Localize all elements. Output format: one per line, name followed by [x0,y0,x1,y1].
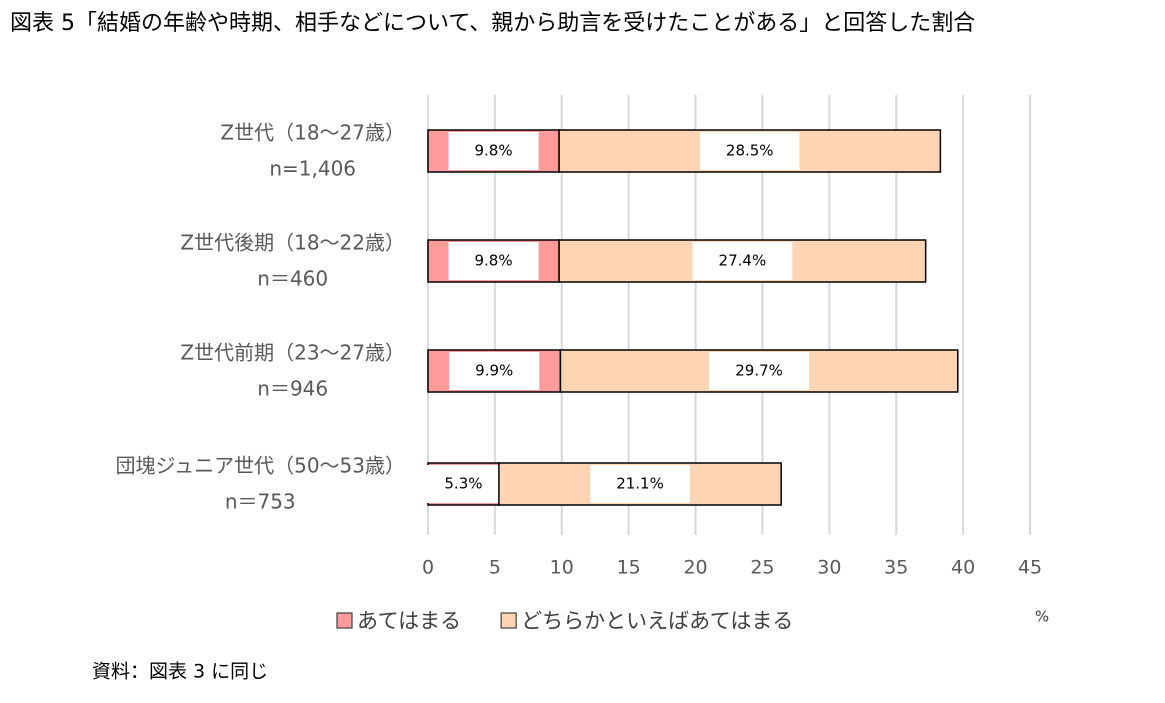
category-label: Z世代後期（18～22歳） [180,231,405,255]
x-tick-label: 30 [817,557,841,579]
data-label: 9.8% [474,252,512,270]
data-label: 9.9% [475,362,513,380]
sample-size-label: n=1,406 [269,157,356,181]
data-label-box [709,352,809,390]
data-label: 9.8% [474,142,512,160]
data-label-box [418,465,509,503]
category-label: Z世代（18～27歳） [220,121,405,145]
data-label-box [448,132,539,170]
unit-label: % [1035,608,1049,626]
x-tick-label: 20 [683,557,707,579]
category-label: 団塊ジュニア世代（50～53歳） [116,454,406,478]
sample-size-label: n＝753 [225,490,296,514]
legend-swatch [336,612,353,629]
legend-label: どちらかといえばあてはまる [521,609,793,633]
x-tick-label: 25 [750,557,774,579]
data-label: 27.4% [719,252,767,270]
data-label: 5.3% [444,475,482,493]
x-tick-label: 10 [550,557,574,579]
legend-label: あてはまる [357,609,461,633]
data-label-box [449,352,540,390]
data-label-box [692,242,793,280]
x-tick-label: 40 [951,557,975,579]
source-note: 資料：図表 3 に同じ [92,661,268,683]
x-tick-label: 5 [489,557,501,579]
x-tick-label: 35 [884,557,908,579]
x-tick-label: 45 [1018,557,1042,579]
data-label: 28.5% [726,142,774,160]
data-label-box [699,132,800,170]
sample-size-label: n＝946 [257,377,328,401]
chart-title: 図表 5「結婚の年齢や時期、相手などについて、親から助言を受けたことがある」と回… [10,11,975,36]
data-label-box [448,242,539,280]
data-label: 21.1% [616,475,664,493]
sample-size-label: n＝460 [257,267,328,291]
x-tick-label: 15 [617,557,641,579]
x-tick-label: 0 [422,557,434,579]
data-label-box [590,465,690,503]
legend-swatch [500,612,517,629]
data-label: 29.7% [735,362,783,380]
category-label: Z世代前期（23～27歳） [180,341,405,365]
